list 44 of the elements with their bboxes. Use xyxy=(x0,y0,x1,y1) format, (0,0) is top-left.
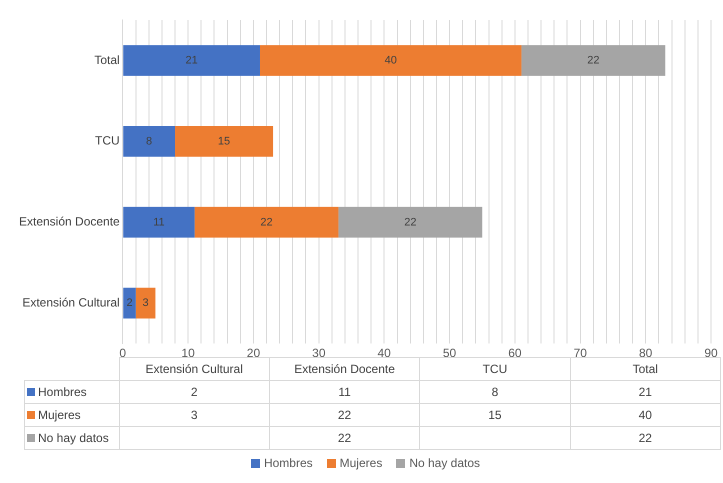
data-label: 22 xyxy=(260,216,273,228)
y-tick-label: Total xyxy=(94,52,120,67)
data-label: 8 xyxy=(146,135,152,148)
text: 40 xyxy=(638,408,652,422)
data-label: 40 xyxy=(384,54,397,66)
data-label: 11 xyxy=(153,216,165,228)
y-tick-label: Extensión Docente xyxy=(18,214,120,229)
text: 21 xyxy=(638,385,652,399)
y-tick-label: TCU xyxy=(95,134,120,148)
text: No hay datos xyxy=(38,431,109,445)
x-tick-label: 30 xyxy=(312,346,326,360)
data-label: 2 xyxy=(126,297,133,310)
text: 22 xyxy=(638,431,652,445)
category-label: Total xyxy=(632,362,658,376)
x-tick-label: 90 xyxy=(704,346,718,360)
category-label: Extensión Docente xyxy=(294,362,395,376)
text: 11 xyxy=(338,385,351,399)
legend-label: Hombres xyxy=(38,385,87,399)
x-tick-label: 50 xyxy=(442,346,457,360)
text: 3 xyxy=(190,408,198,422)
text: 22 xyxy=(338,408,352,422)
text: 8 xyxy=(492,385,498,399)
data-label: 22 xyxy=(587,54,600,66)
category-label: TCU xyxy=(482,362,508,376)
x-tick-label: 0 xyxy=(119,346,126,360)
x-tick-label: 40 xyxy=(378,346,392,360)
x-tick-label: 20 xyxy=(246,346,260,360)
data-label: 21 xyxy=(185,54,198,66)
text: 22 xyxy=(338,431,352,445)
category-label: Extensión Cultural xyxy=(145,362,243,376)
x-tick-label: 70 xyxy=(574,346,588,360)
x-tick-label: 80 xyxy=(638,346,653,360)
x-tick-label: 60 xyxy=(508,346,522,360)
x-tick-label: 10 xyxy=(181,346,196,360)
legend-label: Mujeres xyxy=(38,408,81,422)
text: Mujeres xyxy=(340,456,382,470)
data-label: 3 xyxy=(142,297,149,310)
legend-label: No hay datos xyxy=(409,456,480,470)
text: 15 xyxy=(488,408,502,422)
text: Hombres xyxy=(264,456,313,470)
data-label: 22 xyxy=(404,216,416,228)
text: 2 xyxy=(190,385,198,399)
data-label: 15 xyxy=(218,135,230,148)
y-tick-label: Extensión Cultural xyxy=(22,295,120,310)
